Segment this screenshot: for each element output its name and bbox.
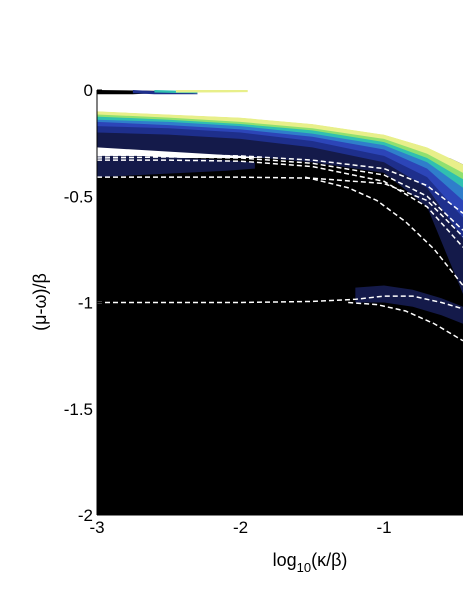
y-tick-label: -1 — [78, 294, 93, 313]
heatmap-band-2 — [97, 115, 463, 218]
x-axis-label-rest: (κ/β) — [311, 550, 347, 570]
y-tick-label: -0.5 — [64, 187, 93, 206]
dashed-line-4 — [304, 176, 463, 286]
heatmap-band-3 — [97, 114, 463, 201]
dashed-line-5 — [97, 295, 463, 310]
contour-lines — [97, 154, 463, 342]
x-axis-label: log10(κ/β) — [273, 550, 348, 575]
heatmap-band-0 — [97, 119, 463, 294]
dashed-line-1 — [97, 156, 463, 231]
y-tick-label: 0 — [84, 81, 93, 100]
heatmap-band-6 — [97, 111, 463, 173]
x-axis-label-main: log — [273, 550, 297, 570]
x-tick-label: -1 — [376, 518, 391, 537]
heatmap-band-1 — [97, 117, 463, 239]
heatmap-top-band-2 — [175, 90, 248, 93]
x-axis-label-sub: 10 — [297, 560, 311, 575]
dashed-line-2 — [97, 159, 463, 248]
heatmap-white-region — [97, 90, 463, 165]
heatmap-band-7 — [355, 285, 463, 324]
heatmap-band-8 — [97, 155, 255, 178]
y-tick-label: -2 — [78, 506, 93, 525]
heatmap-band-5 — [97, 112, 463, 180]
heatmap — [97, 90, 463, 324]
y-axis-label: (μ-ω)/β — [30, 273, 50, 331]
axes: 0-0.5-1-1.5-2-3 -2 -1 — [64, 81, 463, 537]
x-tick-label: -2 — [233, 518, 248, 537]
x-tick-label: -3 — [89, 518, 104, 537]
dashed-line-6 — [348, 301, 463, 342]
heatmap-band-4 — [97, 113, 463, 188]
y-tick-label: -1.5 — [64, 400, 93, 419]
